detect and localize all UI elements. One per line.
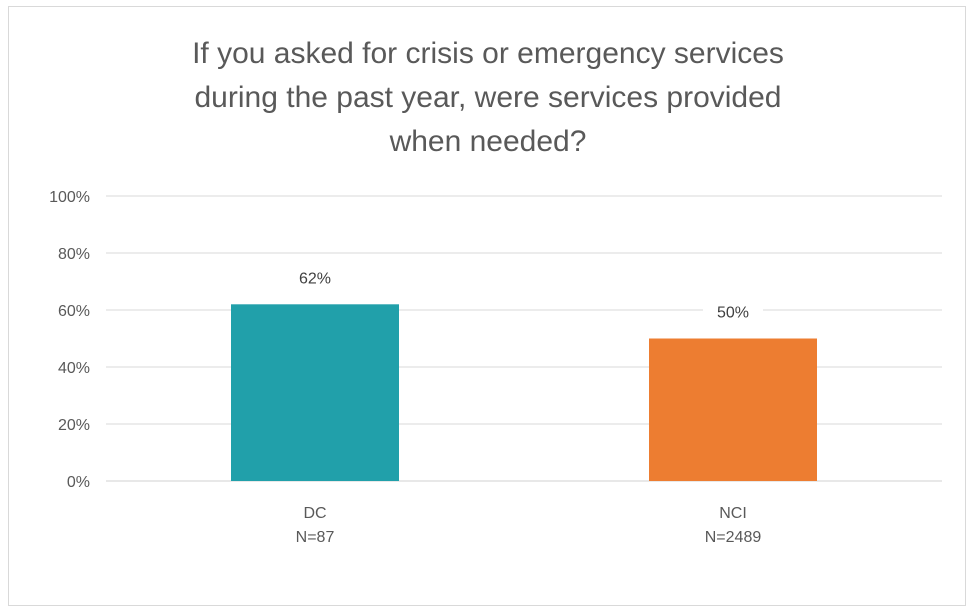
data-label-bg-nci bbox=[703, 298, 763, 325]
y-tick-label-20: 20% bbox=[58, 417, 90, 434]
chart-title-line-2: during the past year, were services prov… bbox=[194, 81, 782, 114]
bar-nci bbox=[649, 338, 817, 481]
bar-dc bbox=[231, 304, 399, 481]
data-label-nci: 50% bbox=[717, 305, 749, 322]
y-tick-label-60: 60% bbox=[58, 303, 90, 320]
chart-title-line-3: when needed? bbox=[389, 125, 587, 158]
y-tick-label-40: 40% bbox=[58, 360, 90, 377]
chart-title-line-1: If you asked for crisis or emergency ser… bbox=[192, 37, 784, 70]
x-tick-sublabel-dc: N=87 bbox=[296, 529, 335, 546]
x-tick-label-nci: NCI bbox=[719, 505, 747, 522]
data-label-bg-dc bbox=[285, 264, 345, 291]
data-label-dc: 62% bbox=[299, 270, 331, 287]
bar-chart: 0% 20% 40% 60% 80% 100% 62% DC N=87 50% NCI N=2489 bbox=[49, 189, 942, 546]
y-tick-label-100: 100% bbox=[49, 189, 90, 206]
y-tick-label-0: 0% bbox=[67, 474, 90, 491]
chart-title: If you asked for crisis or emergency ser… bbox=[0, 32, 976, 164]
x-tick-sublabel-nci: N=2489 bbox=[705, 529, 762, 546]
y-tick-label-80: 80% bbox=[58, 246, 90, 263]
x-tick-label-dc: DC bbox=[303, 505, 326, 522]
